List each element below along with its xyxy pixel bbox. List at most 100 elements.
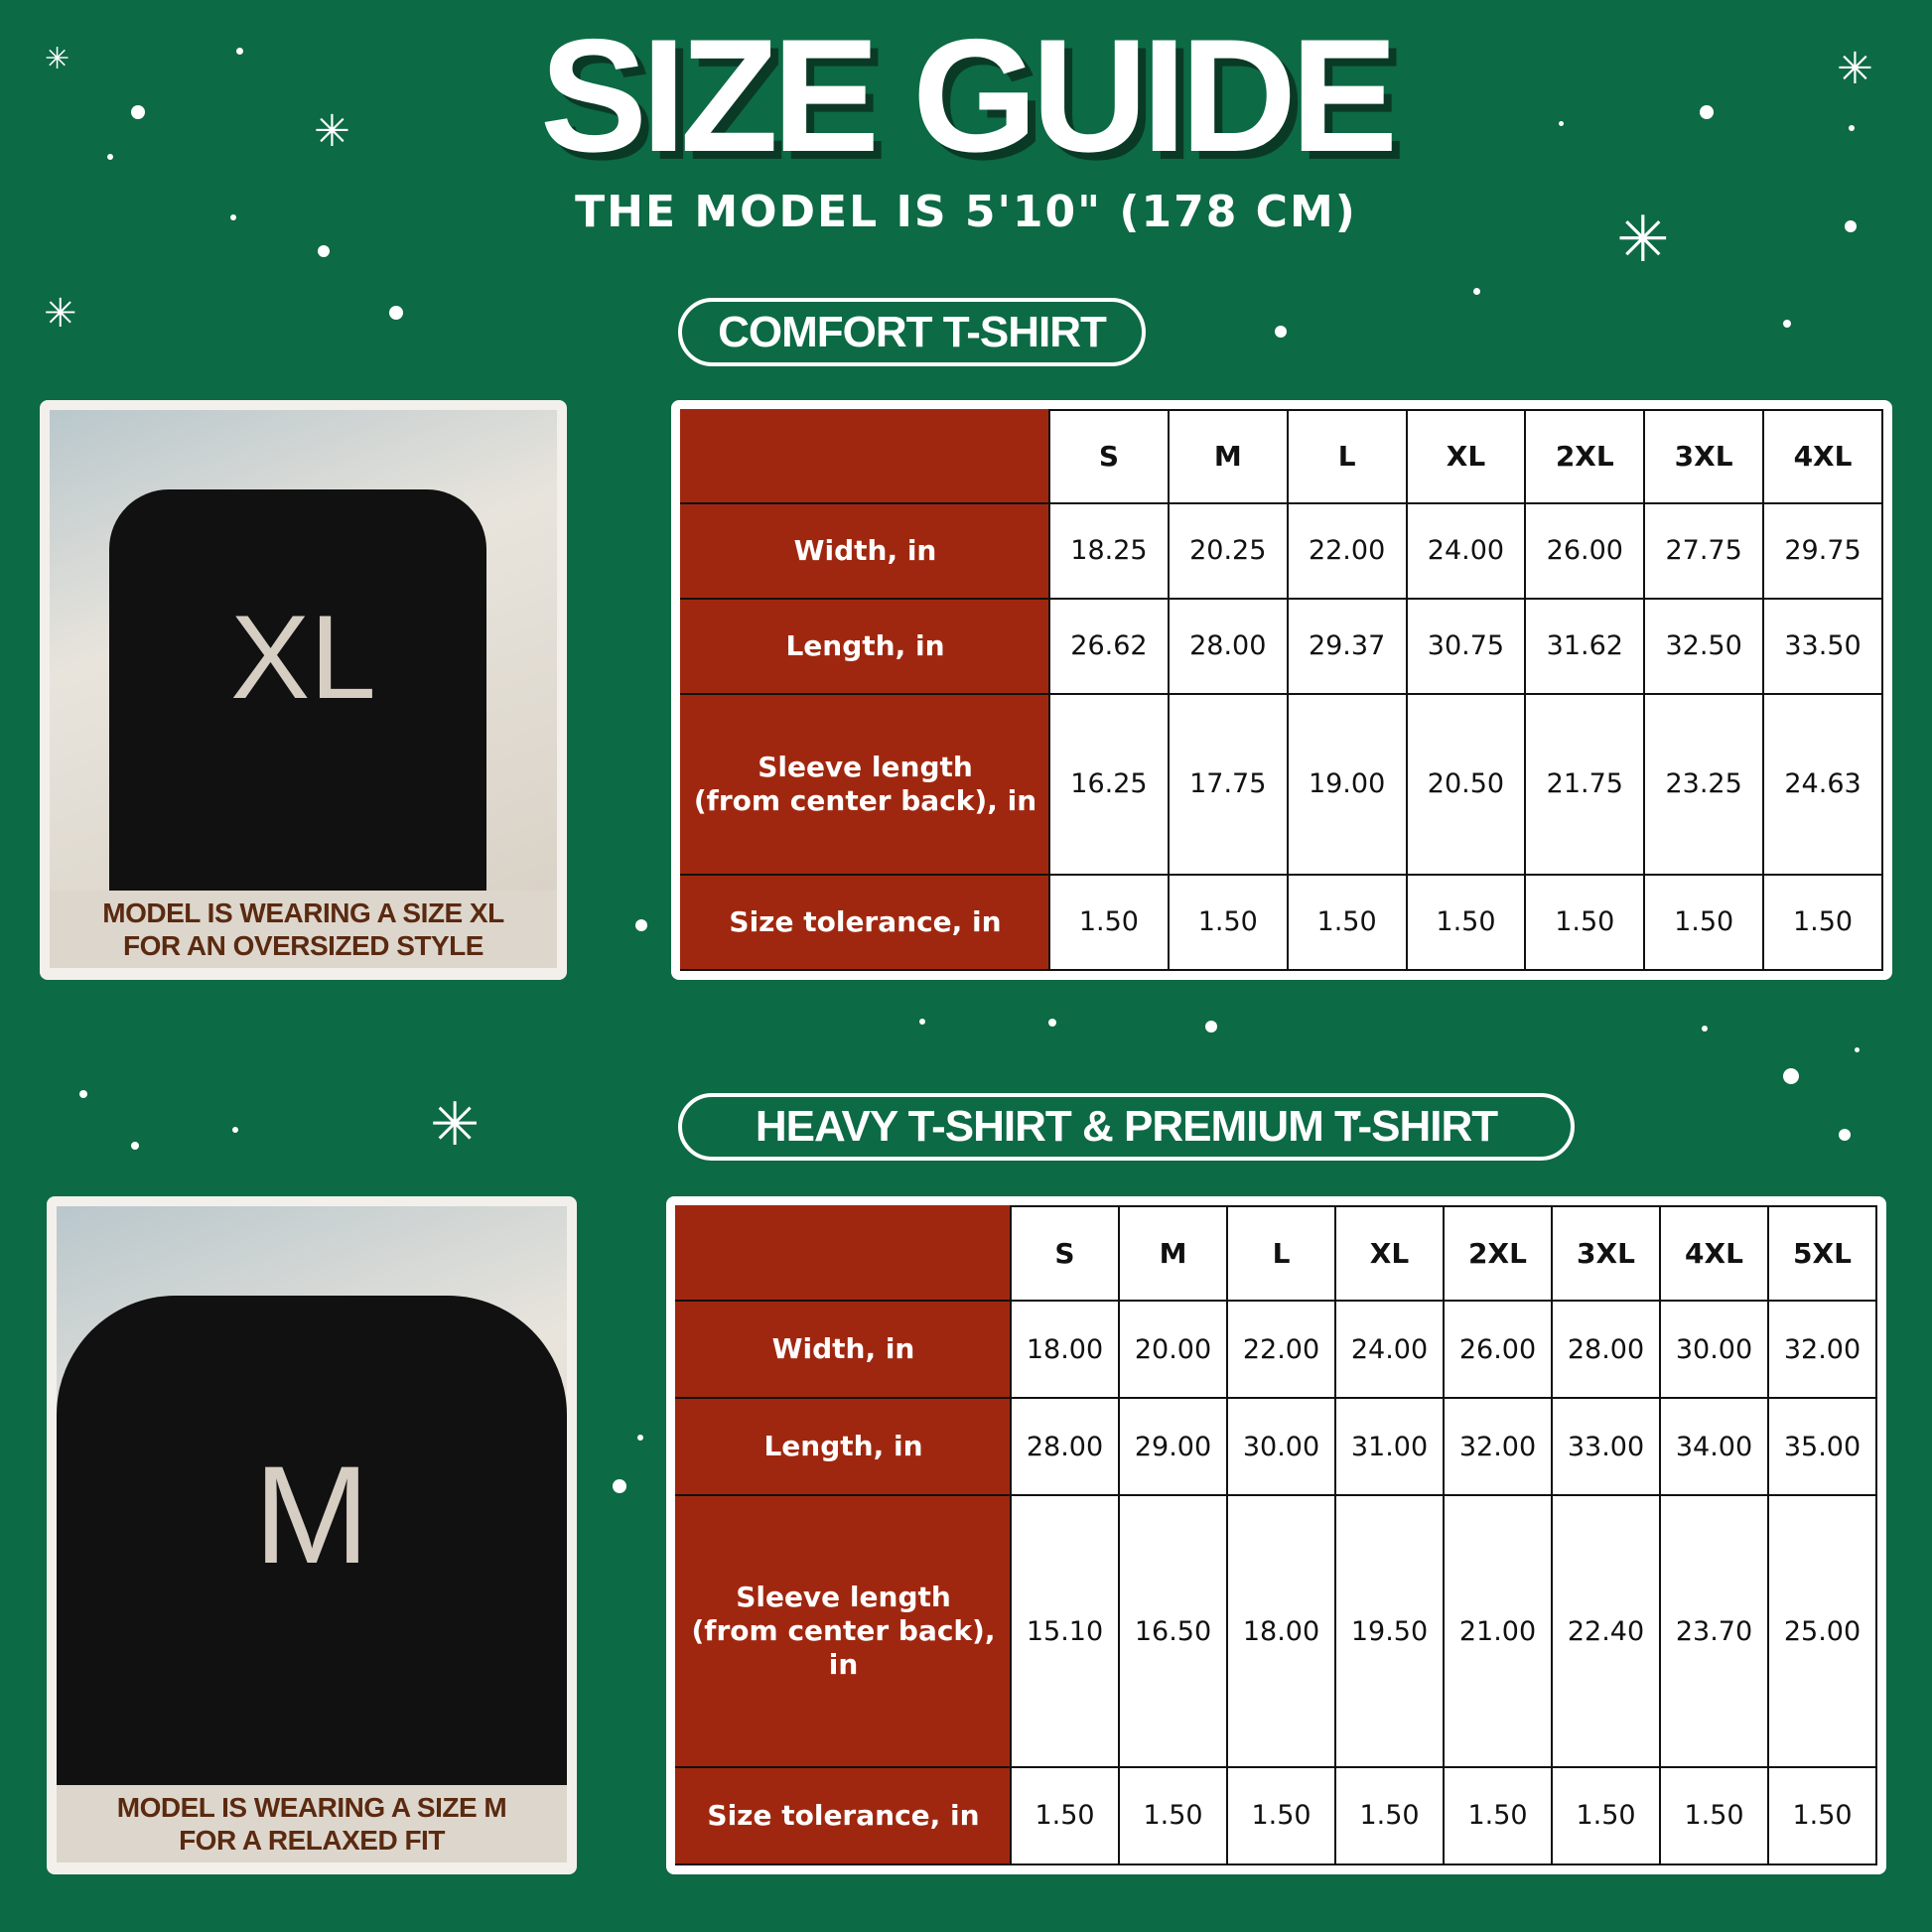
size-header: 3XL (1643, 409, 1765, 504)
tshirt-shape (109, 489, 486, 891)
value-cell: 1.50 (1551, 1765, 1661, 1866)
value-cell: 30.00 (1226, 1397, 1336, 1497)
value-cell: 28.00 (1010, 1397, 1120, 1497)
value-cell: 34.00 (1659, 1397, 1769, 1497)
row-label: Length, in (680, 597, 1050, 695)
snow-dot (1700, 105, 1714, 119)
row-label: Sleeve length (from center back), in (680, 692, 1050, 876)
snow-dot (1352, 1114, 1358, 1120)
value-cell: 1.50 (1659, 1765, 1769, 1866)
value-cell: 18.25 (1048, 501, 1170, 600)
value-cell: 1.50 (1762, 873, 1883, 972)
row-label: Width, in (675, 1300, 1012, 1400)
row-label-text: (from center back), in (691, 1614, 996, 1682)
value-cell: 1.50 (1010, 1765, 1120, 1866)
snow-dot (613, 1479, 626, 1493)
snow-dot (1702, 1026, 1708, 1032)
page-title: SIZE GUIDE (539, 6, 1398, 186)
snow-dot (1205, 1021, 1217, 1033)
snow-dot (1048, 1019, 1056, 1027)
value-cell: 18.00 (1226, 1494, 1336, 1768)
value-cell: 31.62 (1524, 597, 1646, 695)
value-cell: 29.00 (1118, 1397, 1228, 1497)
row-label: Size tolerance, in (680, 873, 1050, 972)
value-cell: 35.00 (1767, 1397, 1877, 1497)
row-label-text: Length, in (785, 628, 945, 662)
page-subtitle: THE MODEL IS 5'10" (178 CM) (575, 187, 1357, 237)
sparkle-icon: ✳ (44, 291, 77, 337)
value-cell: 1.50 (1643, 873, 1765, 972)
heavy-size-table-card: S M L XL 2XL 3XL 4XL 5XL Width, in 18.00 20.00 22.0… (666, 1196, 1886, 1874)
value-cell: 23.70 (1659, 1494, 1769, 1768)
value-cell: 33.00 (1551, 1397, 1661, 1497)
shirt-size-print: M (253, 1437, 370, 1592)
value-cell: 25.00 (1767, 1494, 1877, 1768)
photo-caption: MODEL IS WEARING A SIZE M FOR A RELAXED … (57, 1785, 567, 1863)
value-cell: 1.50 (1286, 873, 1408, 972)
value-cell: 16.50 (1118, 1494, 1228, 1768)
row-label: Sleeve length (from center back), in (675, 1494, 1012, 1768)
caption-line: MODEL IS WEARING A SIZE M (116, 1792, 507, 1823)
sparkle-icon: ✳ (430, 1090, 481, 1160)
value-cell: 21.75 (1524, 692, 1646, 876)
snow-dot (232, 1127, 238, 1133)
value-cell: 26.62 (1048, 597, 1170, 695)
value-cell: 20.50 (1405, 692, 1527, 876)
size-header: S (1010, 1204, 1120, 1303)
value-cell: 32.00 (1443, 1397, 1553, 1497)
size-header: 4XL (1762, 409, 1883, 504)
row-label-text: Sleeve length (758, 750, 973, 783)
value-cell: 21.00 (1443, 1494, 1553, 1768)
snow-dot (1849, 125, 1855, 131)
row-label-text: Size tolerance, in (707, 1798, 980, 1832)
sparkle-icon: ✳ (1616, 204, 1670, 277)
caption-line: FOR AN OVERSIZED STYLE (123, 930, 483, 961)
snow-dot (1559, 121, 1564, 126)
value-cell: 1.50 (1334, 1765, 1445, 1866)
table-row: Width, in 18.00 20.00 22.00 24.00 26.00 28.00 3… (675, 1300, 1877, 1400)
row-label-text: Width, in (771, 1332, 915, 1366)
value-cell: 19.50 (1334, 1494, 1445, 1768)
value-cell: 17.75 (1167, 692, 1289, 876)
sparkle-icon: ✳ (314, 106, 350, 157)
snow-dot (1839, 1129, 1851, 1141)
value-cell: 1.50 (1443, 1765, 1553, 1866)
size-header: 2XL (1524, 409, 1646, 504)
snow-dot (131, 105, 145, 119)
value-cell: 15.10 (1010, 1494, 1120, 1768)
sparkle-icon: ✳ (1837, 44, 1873, 94)
value-cell: 16.25 (1048, 692, 1170, 876)
table-row: Length, in 28.00 29.00 30.00 31.00 32.00 33.00… (675, 1397, 1877, 1497)
snow-dot (637, 1435, 643, 1441)
value-cell: 22.40 (1551, 1494, 1661, 1768)
snow-dot (1783, 320, 1791, 328)
snow-dot (389, 306, 403, 320)
size-header: L (1286, 409, 1408, 504)
value-cell: 20.25 (1167, 501, 1289, 600)
value-cell: 1.50 (1524, 873, 1646, 972)
table-row: Sleeve length (from center back), in 16.25… (680, 692, 1883, 876)
heavy-model-photo: M MODEL IS WEARING A SIZE M FOR A RELAXE… (47, 1196, 577, 1874)
size-header: 2XL (1443, 1204, 1553, 1303)
value-cell: 28.00 (1551, 1300, 1661, 1400)
comfort-model-photo: XL MODEL IS WEARING A SIZE XL FOR AN OVE… (40, 400, 567, 980)
photo-caption: MODEL IS WEARING A SIZE XL FOR AN OVERSI… (50, 891, 557, 968)
corner-cell (680, 409, 1050, 504)
value-cell: 1.50 (1118, 1765, 1228, 1866)
value-cell: 1.50 (1405, 873, 1527, 972)
size-header: 3XL (1551, 1204, 1661, 1303)
model-image: XL (50, 410, 557, 891)
table-row: Sleeve length (from center back), in 15.10… (675, 1494, 1877, 1768)
snow-dot (1845, 220, 1857, 232)
header-row: S M L XL 2XL 3XL 4XL 5XL (675, 1204, 1877, 1303)
value-cell: 1.50 (1767, 1765, 1877, 1866)
header-row: S M L XL 2XL 3XL 4XL (680, 409, 1883, 504)
value-cell: 23.25 (1643, 692, 1765, 876)
snow-dot (107, 154, 113, 160)
value-cell: 32.00 (1767, 1300, 1877, 1400)
model-image: M (57, 1206, 567, 1785)
size-header: L (1226, 1204, 1336, 1303)
value-cell: 1.50 (1048, 873, 1170, 972)
value-cell: 26.00 (1443, 1300, 1553, 1400)
comfort-size-table-card: S M L XL 2XL 3XL 4XL Width, in 18.25 20.25 22.00 24… (671, 400, 1892, 980)
